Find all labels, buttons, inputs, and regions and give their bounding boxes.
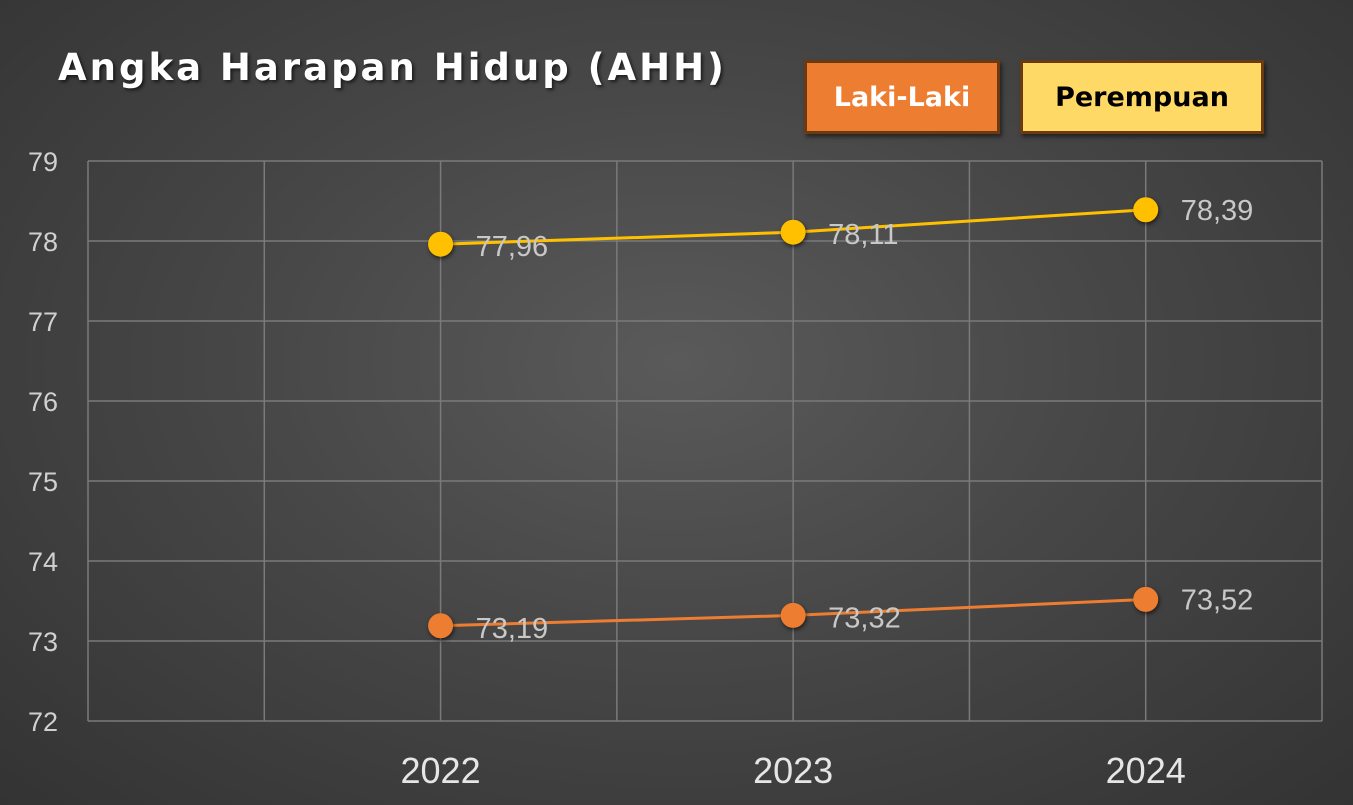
data-label: 77,96	[476, 231, 549, 263]
data-label: 73,19	[476, 613, 549, 645]
data-point	[428, 613, 454, 639]
y-tick-label: 74	[28, 547, 58, 577]
y-tick-label: 77	[28, 307, 58, 337]
y-tick-label: 79	[28, 147, 58, 177]
data-point	[780, 219, 806, 245]
data-point	[428, 231, 454, 257]
data-point	[1133, 586, 1159, 612]
x-tick-label: 2023	[753, 750, 833, 791]
x-tick-label: 2024	[1106, 750, 1186, 791]
y-tick-label: 78	[28, 227, 58, 257]
legend-item-perempuan: Perempuan	[1020, 60, 1264, 134]
x-tick-label: 2022	[401, 750, 481, 791]
data-label: 73,52	[1181, 584, 1254, 616]
legend-item-laki-laki: Laki-Laki	[804, 60, 1000, 134]
data-label: 73,32	[828, 602, 901, 634]
data-label: 78,11	[828, 219, 898, 251]
y-tick-label: 72	[28, 707, 58, 737]
data-point	[1133, 197, 1159, 223]
data-point	[780, 602, 806, 628]
chart-title: Angka Harapan Hidup (AHH)	[58, 46, 727, 89]
y-tick-label: 75	[28, 467, 58, 497]
data-label: 78,39	[1181, 195, 1254, 227]
y-tick-label: 73	[28, 627, 58, 657]
y-tick-label: 76	[28, 387, 58, 417]
